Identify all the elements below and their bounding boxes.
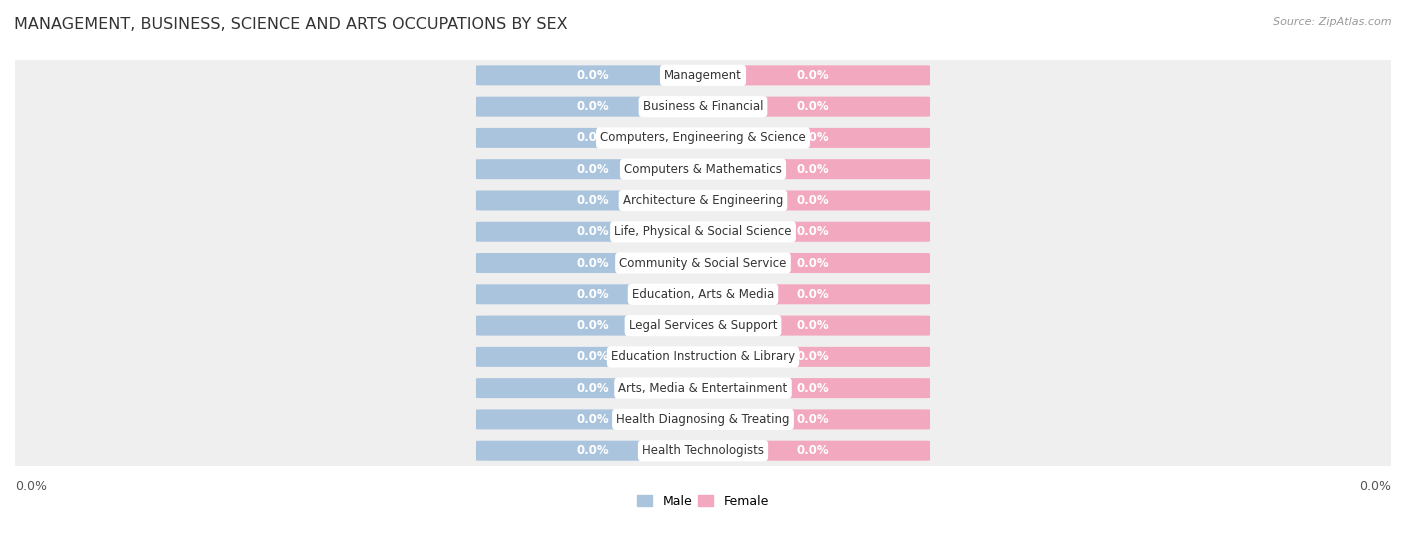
Text: 0.0%: 0.0% <box>576 163 609 176</box>
FancyBboxPatch shape <box>11 58 1395 92</box>
Text: Legal Services & Support: Legal Services & Support <box>628 319 778 332</box>
Text: Health Diagnosing & Treating: Health Diagnosing & Treating <box>616 413 790 426</box>
Text: 0.0%: 0.0% <box>1360 480 1391 494</box>
Text: 0.0%: 0.0% <box>797 350 830 363</box>
FancyBboxPatch shape <box>696 65 929 86</box>
Text: 0.0%: 0.0% <box>576 382 609 395</box>
Text: 0.0%: 0.0% <box>576 319 609 332</box>
Text: Education Instruction & Library: Education Instruction & Library <box>612 350 794 363</box>
FancyBboxPatch shape <box>11 371 1395 405</box>
Text: Management: Management <box>664 69 742 82</box>
Text: Life, Physical & Social Science: Life, Physical & Social Science <box>614 225 792 238</box>
Text: 0.0%: 0.0% <box>576 69 609 82</box>
Text: 0.0%: 0.0% <box>797 257 830 269</box>
FancyBboxPatch shape <box>477 222 710 241</box>
Text: 0.0%: 0.0% <box>797 413 830 426</box>
FancyBboxPatch shape <box>11 340 1395 374</box>
Text: 0.0%: 0.0% <box>797 69 830 82</box>
FancyBboxPatch shape <box>477 65 710 86</box>
FancyBboxPatch shape <box>11 402 1395 437</box>
Text: 0.0%: 0.0% <box>576 131 609 144</box>
FancyBboxPatch shape <box>11 121 1395 155</box>
Text: Computers, Engineering & Science: Computers, Engineering & Science <box>600 131 806 144</box>
Text: 0.0%: 0.0% <box>576 100 609 113</box>
FancyBboxPatch shape <box>11 434 1395 468</box>
Text: Architecture & Engineering: Architecture & Engineering <box>623 194 783 207</box>
FancyBboxPatch shape <box>696 440 929 461</box>
FancyBboxPatch shape <box>696 253 929 273</box>
Text: 0.0%: 0.0% <box>797 100 830 113</box>
FancyBboxPatch shape <box>477 128 710 148</box>
Text: MANAGEMENT, BUSINESS, SCIENCE AND ARTS OCCUPATIONS BY SEX: MANAGEMENT, BUSINESS, SCIENCE AND ARTS O… <box>14 17 568 32</box>
Legend: Male, Female: Male, Female <box>633 490 773 513</box>
FancyBboxPatch shape <box>696 378 929 398</box>
Text: Computers & Mathematics: Computers & Mathematics <box>624 163 782 176</box>
FancyBboxPatch shape <box>11 183 1395 217</box>
FancyBboxPatch shape <box>11 215 1395 249</box>
Text: 0.0%: 0.0% <box>797 382 830 395</box>
FancyBboxPatch shape <box>477 159 710 179</box>
FancyBboxPatch shape <box>477 253 710 273</box>
Text: 0.0%: 0.0% <box>797 319 830 332</box>
Text: 0.0%: 0.0% <box>797 225 830 238</box>
FancyBboxPatch shape <box>477 97 710 117</box>
Text: Community & Social Service: Community & Social Service <box>619 257 787 269</box>
FancyBboxPatch shape <box>696 97 929 117</box>
FancyBboxPatch shape <box>696 191 929 211</box>
Text: Health Technologists: Health Technologists <box>643 444 763 457</box>
Text: Business & Financial: Business & Financial <box>643 100 763 113</box>
FancyBboxPatch shape <box>477 347 710 367</box>
FancyBboxPatch shape <box>477 440 710 461</box>
FancyBboxPatch shape <box>11 309 1395 343</box>
Text: 0.0%: 0.0% <box>576 350 609 363</box>
Text: 0.0%: 0.0% <box>797 163 830 176</box>
FancyBboxPatch shape <box>696 128 929 148</box>
FancyBboxPatch shape <box>696 159 929 179</box>
Text: 0.0%: 0.0% <box>576 257 609 269</box>
Text: Source: ZipAtlas.com: Source: ZipAtlas.com <box>1274 17 1392 27</box>
FancyBboxPatch shape <box>696 285 929 304</box>
Text: 0.0%: 0.0% <box>797 194 830 207</box>
FancyBboxPatch shape <box>11 277 1395 311</box>
FancyBboxPatch shape <box>11 152 1395 186</box>
FancyBboxPatch shape <box>477 378 710 398</box>
Text: 0.0%: 0.0% <box>797 288 830 301</box>
FancyBboxPatch shape <box>696 409 929 429</box>
Text: 0.0%: 0.0% <box>576 194 609 207</box>
Text: 0.0%: 0.0% <box>797 444 830 457</box>
Text: 0.0%: 0.0% <box>797 131 830 144</box>
FancyBboxPatch shape <box>477 191 710 211</box>
FancyBboxPatch shape <box>477 285 710 304</box>
FancyBboxPatch shape <box>696 222 929 241</box>
FancyBboxPatch shape <box>11 89 1395 124</box>
Text: Arts, Media & Entertainment: Arts, Media & Entertainment <box>619 382 787 395</box>
Text: 0.0%: 0.0% <box>576 413 609 426</box>
Text: 0.0%: 0.0% <box>576 444 609 457</box>
FancyBboxPatch shape <box>477 409 710 429</box>
Text: Education, Arts & Media: Education, Arts & Media <box>631 288 775 301</box>
Text: 0.0%: 0.0% <box>576 225 609 238</box>
Text: 0.0%: 0.0% <box>15 480 46 494</box>
FancyBboxPatch shape <box>477 316 710 335</box>
FancyBboxPatch shape <box>696 316 929 335</box>
FancyBboxPatch shape <box>696 347 929 367</box>
Text: 0.0%: 0.0% <box>576 288 609 301</box>
FancyBboxPatch shape <box>11 246 1395 280</box>
